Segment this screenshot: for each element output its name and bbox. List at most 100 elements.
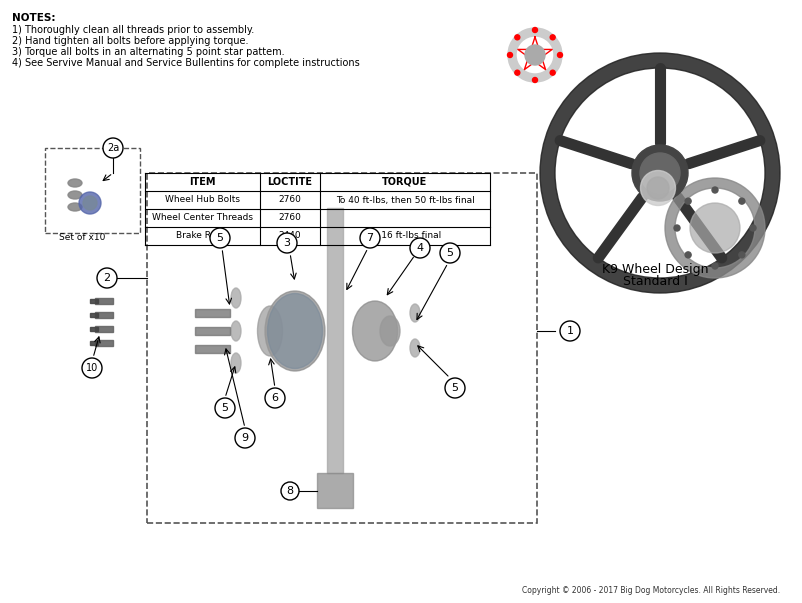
Ellipse shape (231, 321, 241, 341)
Text: 1: 1 (566, 326, 573, 336)
Ellipse shape (353, 301, 398, 361)
Circle shape (712, 263, 718, 269)
Bar (95, 298, 113, 304)
Circle shape (685, 252, 691, 258)
Circle shape (515, 70, 520, 75)
Circle shape (690, 203, 740, 253)
Ellipse shape (257, 306, 282, 356)
Ellipse shape (79, 192, 101, 214)
Text: Wheel Center Threads: Wheel Center Threads (152, 213, 253, 223)
Bar (317, 473, 353, 508)
Text: 2) Hand tighten all bolts before applying torque.: 2) Hand tighten all bolts before applyin… (12, 36, 249, 46)
Circle shape (640, 153, 680, 193)
Ellipse shape (231, 353, 241, 373)
Ellipse shape (268, 294, 322, 368)
Ellipse shape (68, 191, 82, 199)
Circle shape (445, 378, 465, 398)
Text: 2a: 2a (107, 143, 119, 153)
Ellipse shape (68, 179, 82, 187)
Ellipse shape (647, 177, 669, 199)
Text: 1) Thoroughly clean all threads prior to assembly.: 1) Thoroughly clean all threads prior to… (12, 25, 254, 35)
Circle shape (210, 228, 230, 248)
Ellipse shape (83, 196, 97, 210)
Circle shape (533, 28, 537, 33)
Text: 6: 6 (272, 393, 278, 403)
Text: 3) Torque all bolts in an alternating 5 point star pattem.: 3) Torque all bolts in an alternating 5 … (12, 47, 285, 57)
Text: 5: 5 (221, 403, 229, 413)
Ellipse shape (410, 304, 420, 322)
Text: NOTES:: NOTES: (12, 13, 55, 23)
Text: Set of x10: Set of x10 (59, 233, 105, 242)
Circle shape (525, 45, 545, 65)
Circle shape (508, 52, 512, 57)
Text: 4: 4 (416, 243, 423, 253)
Text: K9 Wheel Design: K9 Wheel Design (602, 263, 708, 276)
Text: Wheel Hub Bolts: Wheel Hub Bolts (165, 195, 240, 204)
Circle shape (215, 398, 235, 418)
Text: 9: 9 (241, 433, 249, 443)
Circle shape (750, 225, 756, 231)
Circle shape (557, 52, 562, 57)
Text: Copyright © 2006 - 2017 Big Dog Motorcycles. All Rights Reserved.: Copyright © 2006 - 2017 Big Dog Motorcyc… (522, 586, 780, 595)
Ellipse shape (68, 203, 82, 211)
Bar (95, 340, 113, 346)
Circle shape (712, 187, 718, 193)
Circle shape (685, 198, 691, 204)
Circle shape (674, 225, 680, 231)
Text: Standard I: Standard I (622, 275, 687, 288)
Circle shape (97, 268, 117, 288)
Bar (90, 299, 98, 303)
Circle shape (533, 78, 537, 83)
Circle shape (515, 35, 520, 40)
Bar (45, 148, 140, 233)
Circle shape (550, 70, 555, 75)
Text: 10: 10 (86, 363, 98, 373)
Text: To 16 ft-lbs final: To 16 ft-lbs final (369, 232, 441, 241)
Circle shape (560, 321, 580, 341)
Bar (90, 327, 98, 331)
Text: ITEM: ITEM (189, 177, 216, 187)
Text: 2440: 2440 (278, 232, 302, 241)
Circle shape (550, 35, 555, 40)
Circle shape (235, 428, 255, 448)
Circle shape (632, 145, 688, 201)
Bar (90, 341, 98, 345)
Ellipse shape (380, 316, 400, 346)
Circle shape (739, 252, 745, 258)
Circle shape (265, 388, 285, 408)
Text: 5: 5 (447, 248, 453, 258)
Text: To 40 ft-lbs, then 50 ft-lbs final: To 40 ft-lbs, then 50 ft-lbs final (335, 195, 474, 204)
Circle shape (410, 238, 430, 258)
Text: 4) See Servive Manual and Service Bullentins for complete instructions: 4) See Servive Manual and Service Bullen… (12, 58, 360, 68)
Text: Brake Rotor: Brake Rotor (176, 232, 229, 241)
Text: TORQUE: TORQUE (383, 177, 427, 187)
Circle shape (739, 198, 745, 204)
Text: 2: 2 (103, 273, 111, 283)
Text: 5: 5 (452, 383, 459, 393)
Text: 8: 8 (286, 486, 294, 496)
Circle shape (277, 233, 297, 253)
Circle shape (360, 228, 380, 248)
Bar (195, 327, 230, 335)
Text: 3: 3 (283, 238, 290, 248)
Ellipse shape (265, 291, 325, 371)
Text: 7: 7 (367, 233, 374, 243)
Circle shape (281, 482, 299, 500)
Bar (95, 312, 113, 318)
Bar (195, 309, 230, 317)
Ellipse shape (231, 288, 241, 308)
Text: 5: 5 (217, 233, 224, 243)
Bar (195, 345, 230, 353)
Circle shape (103, 138, 123, 158)
Text: 2760: 2760 (278, 213, 302, 223)
Circle shape (440, 243, 460, 263)
Bar (327, 208, 343, 473)
Text: 2760: 2760 (278, 195, 302, 204)
Bar (147, 173, 537, 523)
Bar (95, 326, 113, 332)
Circle shape (82, 358, 102, 378)
Ellipse shape (641, 171, 675, 206)
Ellipse shape (410, 339, 420, 357)
Bar (90, 313, 98, 317)
Text: LOCTITE: LOCTITE (268, 177, 313, 187)
